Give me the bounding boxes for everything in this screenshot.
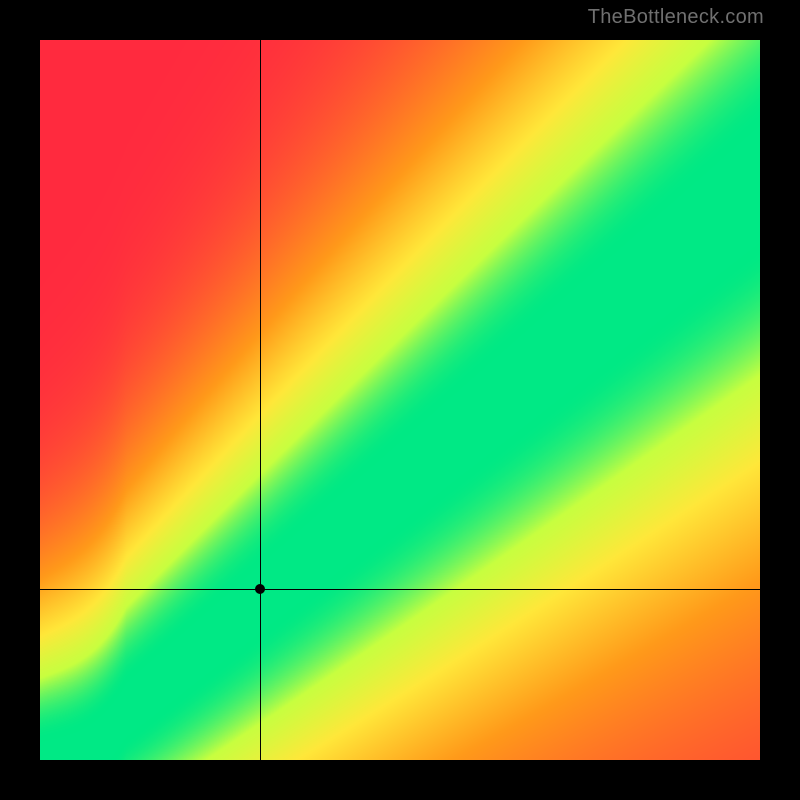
heatmap-canvas	[40, 40, 760, 760]
crosshair-marker	[255, 584, 265, 594]
watermark-text: TheBottleneck.com	[588, 6, 764, 29]
crosshair-vertical	[260, 40, 261, 760]
heatmap-plot	[40, 40, 760, 760]
crosshair-horizontal	[40, 589, 760, 590]
